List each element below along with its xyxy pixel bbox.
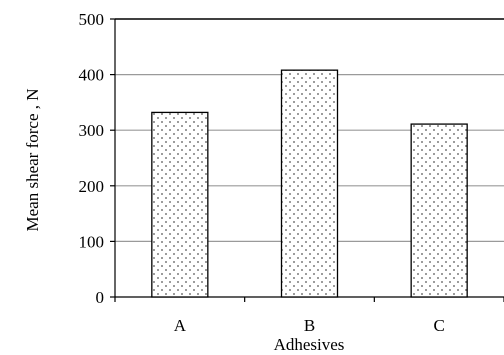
- y-tick-labels: 0 100 200 300 400 500: [79, 10, 105, 307]
- bars: [151, 69, 468, 298]
- x-tick-label-A: A: [174, 316, 187, 335]
- y-tick-label-100: 100: [79, 232, 105, 251]
- y-tick-label-200: 200: [79, 177, 105, 196]
- x-tick-label-C: C: [433, 316, 444, 335]
- x-tick-labels: A B C: [174, 316, 445, 335]
- x-tick-label-B: B: [304, 316, 315, 335]
- y-tick-label-400: 400: [79, 66, 105, 85]
- bar-B: [280, 69, 339, 298]
- bar-C: [410, 123, 468, 298]
- y-axis-title: Mean shear force , N: [23, 88, 42, 231]
- y-tick-label-0: 0: [96, 288, 105, 307]
- y-tick-label-500: 500: [79, 10, 105, 29]
- y-tick-label-300: 300: [79, 121, 105, 140]
- x-axis-title: Adhesives: [274, 335, 345, 354]
- bar-A: [151, 111, 209, 298]
